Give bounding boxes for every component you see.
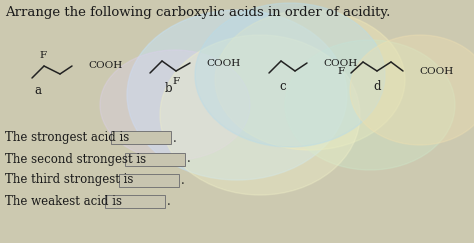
Text: b: b — [164, 83, 172, 95]
FancyBboxPatch shape — [119, 174, 179, 186]
Ellipse shape — [195, 3, 385, 147]
Text: a: a — [35, 84, 42, 96]
Ellipse shape — [127, 10, 347, 180]
Text: F: F — [338, 67, 345, 76]
Text: The second strongest is: The second strongest is — [5, 153, 146, 165]
Text: d: d — [373, 80, 381, 94]
Text: .: . — [173, 131, 177, 145]
Text: .: . — [181, 174, 185, 186]
FancyBboxPatch shape — [105, 194, 165, 208]
FancyBboxPatch shape — [111, 131, 171, 145]
Text: c: c — [280, 80, 286, 94]
Text: COOH: COOH — [88, 61, 122, 70]
Text: The weakest acid is: The weakest acid is — [5, 194, 122, 208]
Text: COOH: COOH — [323, 59, 357, 68]
Text: COOH: COOH — [419, 67, 453, 76]
FancyBboxPatch shape — [125, 153, 185, 165]
Text: COOH: COOH — [206, 59, 240, 68]
Text: .: . — [167, 194, 171, 208]
Ellipse shape — [215, 10, 405, 150]
Text: F: F — [173, 78, 180, 87]
Ellipse shape — [100, 50, 250, 160]
Text: F: F — [39, 52, 46, 61]
Ellipse shape — [160, 35, 360, 195]
Text: Arrange the following carboxylic acids in order of acidity.: Arrange the following carboxylic acids i… — [5, 6, 391, 19]
Ellipse shape — [350, 35, 474, 145]
Ellipse shape — [285, 40, 455, 170]
Text: The strongest acid is: The strongest acid is — [5, 131, 129, 145]
Text: The third strongest is: The third strongest is — [5, 174, 133, 186]
Text: .: . — [187, 153, 191, 165]
